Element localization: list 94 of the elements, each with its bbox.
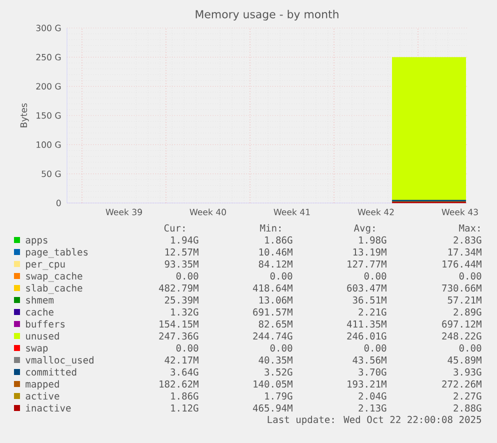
text: 93.35M [164,260,198,268]
text: 40.35M [258,356,292,364]
text: 13.06M [259,296,292,304]
text: 3.70G [358,368,386,376]
legend-label: buffers [26,320,65,328]
x-tick-label: Week 43 [442,208,478,216]
text: 12.57M [165,248,198,256]
text: Max: [459,224,480,232]
legend-label: vmalloc_used [26,356,94,366]
text: 1.98G [359,236,386,244]
text: 3.64G [170,368,198,376]
legend-label: per_cpu [26,262,65,270]
text: 272.26M [442,380,482,388]
text: Cur: [164,224,184,232]
text: 246.01G [347,332,386,340]
text: 2.89G [454,308,482,316]
text: 2.21G [358,308,386,316]
legend-label: committed [26,368,76,376]
text: 82.65M [258,320,292,328]
x-tick-label: Week 41 [274,208,310,216]
text: 0.00 [459,272,482,280]
text: 127.77M [348,260,386,268]
legend-label: page_tables [26,248,88,258]
legend-label: cache [26,308,54,316]
text: 1.32G [171,308,198,316]
text: 1.79G [265,392,292,400]
text: 244.74G [253,332,292,340]
text: 0.00 [270,272,292,280]
text: 43.56M [352,356,386,364]
text: 691.57M [253,308,292,316]
x-tick-label: Week 39 [106,208,142,216]
y-tick-label: 200 G [36,83,61,90]
text: 697.12M [442,320,482,328]
x-tick-label: Week 40 [190,208,226,216]
text: 482.79M [158,284,198,292]
text: 1.86G [171,392,198,400]
text: 2.13G [358,404,386,412]
text: 140.05M [254,380,292,388]
text: 1.94G [171,236,198,244]
text: 10.46M [259,248,292,256]
y-axis-title: Bytes [20,103,29,128]
legend-label: shmem [26,296,54,304]
text: 2.88G [454,404,482,412]
text: 36.51M [352,296,386,304]
text: 154.15M [160,320,198,328]
chart-title: Memory usage - by month [196,10,338,21]
text: 603.47M [347,284,386,292]
text: 418.64M [252,284,292,292]
text: 3.93G [454,368,482,376]
text: 176.44M [442,260,482,268]
text: 0.00 [459,344,482,352]
text: 57.21M [448,296,482,304]
y-tick-label: 250 G [36,54,61,60]
text: 84.12M [258,260,292,268]
legend-label: active [26,392,60,400]
text: 411.35M [346,320,386,328]
text: 0.00 [270,344,292,352]
text: 25.39M [164,296,198,304]
y-tick-label: 100 G [36,141,61,148]
text: 730.66M [442,284,482,292]
y-tick-label: 150 G [36,112,61,119]
text: 1.12G [171,404,198,412]
text: 182.62M [160,380,198,388]
text: 2.83G [454,236,482,244]
text: 465.94M [252,404,292,412]
text: 17.34M [448,248,482,256]
text: Min: [260,224,280,232]
text: 45.89M [448,356,482,364]
text: 13.19M [353,248,386,256]
text: 0.00 [176,272,198,280]
y-tick-label: 0 [56,200,61,206]
text: 0.00 [176,344,198,352]
text: 247.36G [159,332,198,340]
text: 1.86G [265,236,292,244]
text: 42.17M [164,356,198,364]
text: 248.22G [442,332,482,340]
text: 0.00 [364,272,386,280]
text: 2.04G [358,392,386,400]
text: 0.00 [364,344,386,352]
legend-label: inactive [26,404,71,412]
y-tick-label: 50 G [42,170,61,178]
x-tick-label: Week 42 [358,208,394,216]
legend-label: swap_cache [26,272,82,282]
text: Last update: Wed Oct 22 22:00:08 2025 [268,416,482,425]
text: Avg: [354,224,374,234]
legend-label: slab_cache [26,284,82,294]
legend-label: apps [26,238,48,246]
legend-label: unused [26,332,59,340]
text: 3.52G [264,368,292,376]
legend-label: mapped [26,380,59,390]
y-tick-label: 300 G [36,24,61,32]
legend-label: swap [26,346,48,354]
text: 193.21M [348,380,386,388]
text: 2.27G [454,392,482,400]
